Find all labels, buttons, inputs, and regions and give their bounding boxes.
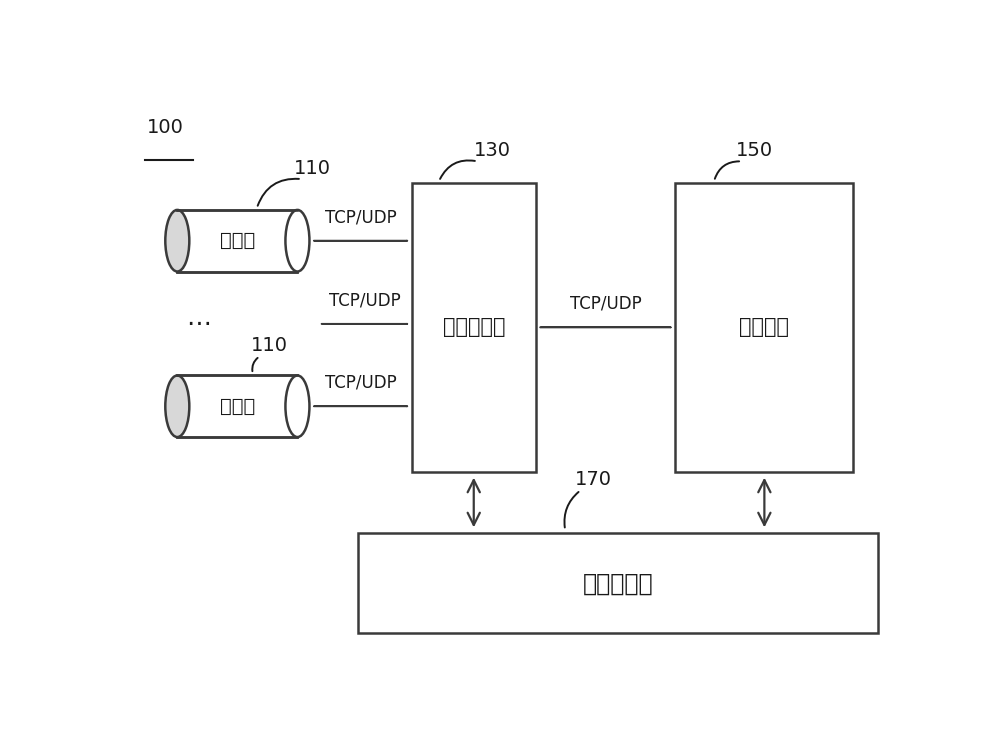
Text: TCP/UDP: TCP/UDP <box>325 374 396 391</box>
FancyArrowPatch shape <box>758 480 770 525</box>
Text: 数据处理: 数据处理 <box>739 317 789 338</box>
FancyArrowPatch shape <box>468 480 480 525</box>
Text: TCP/UDP: TCP/UDP <box>329 292 400 309</box>
Text: 130: 130 <box>474 141 511 160</box>
Text: 110: 110 <box>251 335 288 355</box>
Text: ⋯: ⋯ <box>186 312 211 336</box>
Bar <box>675 183 853 472</box>
Text: 数据中间件: 数据中间件 <box>583 572 653 596</box>
Text: TCP/UDP: TCP/UDP <box>325 208 396 226</box>
Ellipse shape <box>285 375 309 437</box>
Text: 数据接入层: 数据接入层 <box>442 317 505 338</box>
Text: 100: 100 <box>147 117 184 136</box>
Ellipse shape <box>165 210 189 271</box>
Ellipse shape <box>285 210 309 271</box>
Bar <box>177 210 297 271</box>
Ellipse shape <box>165 375 189 437</box>
Bar <box>358 534 878 634</box>
Text: 110: 110 <box>294 159 331 178</box>
Text: 数据源: 数据源 <box>220 231 255 250</box>
Bar <box>412 183 536 472</box>
Text: TCP/UDP: TCP/UDP <box>570 295 641 313</box>
Text: 150: 150 <box>736 141 773 160</box>
Text: 数据源: 数据源 <box>220 397 255 416</box>
Bar <box>177 375 297 437</box>
Text: 170: 170 <box>574 469 612 488</box>
